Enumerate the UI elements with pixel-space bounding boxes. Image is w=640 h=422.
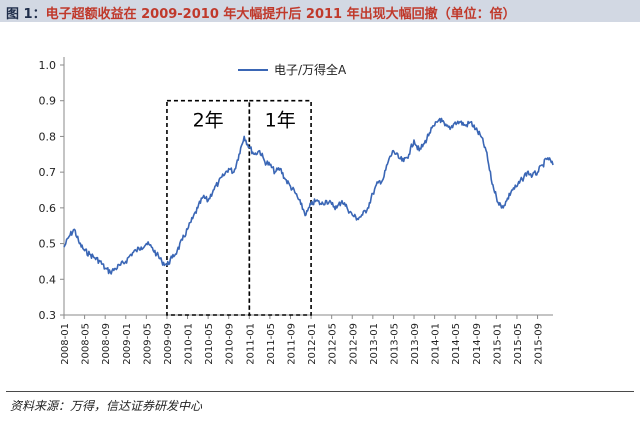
x-tick-label: 2008-01 <box>60 323 71 365</box>
y-tick-label: 0.8 <box>39 130 57 143</box>
x-tick-label: 2013-01 <box>369 323 380 365</box>
y-tick-label: 0.4 <box>39 273 57 286</box>
x-tick-label: 2014-01 <box>431 323 442 365</box>
x-tick-label: 2015-09 <box>534 323 545 365</box>
y-tick-label: 0.9 <box>39 95 57 108</box>
x-tick-label: 2009-09 <box>163 323 174 365</box>
x-tick-label: 2011-01 <box>245 323 256 365</box>
x-tick-label: 2008-05 <box>81 323 92 365</box>
y-tick-label: 0.7 <box>39 166 57 179</box>
annotation-box-2 <box>248 99 312 316</box>
x-tick-label: 2015-05 <box>513 323 524 365</box>
annotation-box-1 <box>166 99 251 316</box>
legend-label: 电子/万得全A <box>274 62 347 77</box>
x-tick-label: 2012-05 <box>328 323 339 365</box>
figure-title-text: 电子超额收益在 2009-2010 年大幅提升后 2011 年出现大幅回撤（单位… <box>45 7 516 22</box>
annotation-label-2: 1年 <box>265 110 296 132</box>
series-line <box>63 117 554 275</box>
x-tick-label: 2012-09 <box>348 323 359 365</box>
x-tick-label: 2012-01 <box>307 323 318 365</box>
figure-number: 图 1： <box>6 7 46 22</box>
source-note: 资料来源：万得，信达证券研发中心 <box>10 399 203 413</box>
x-tick-label: 2013-05 <box>389 323 400 365</box>
annotation-label-1: 2年 <box>193 110 224 132</box>
x-tick-label: 2015-01 <box>492 323 503 365</box>
x-tick-label: 2011-09 <box>286 323 297 365</box>
x-tick-label: 2014-09 <box>472 323 483 365</box>
x-tick-label: 2008-09 <box>101 323 112 365</box>
x-tick-label: 2011-05 <box>266 323 277 365</box>
x-tick-label: 2010-05 <box>204 323 215 365</box>
x-tick-label: 2010-09 <box>225 323 236 365</box>
x-tick-label: 2009-01 <box>122 323 133 365</box>
x-tick-label: 2014-05 <box>451 323 462 365</box>
figure-title: 图 1：电子超额收益在 2009-2010 年大幅提升后 2011 年出现大幅回… <box>6 3 516 22</box>
y-tick-label: 1.0 <box>39 59 57 72</box>
x-tick-label: 2010-01 <box>184 323 195 365</box>
source-divider <box>6 391 634 392</box>
y-tick-label: 0.6 <box>39 202 57 215</box>
x-tick-label: 2013-09 <box>410 323 421 365</box>
x-tick-label: 2009-05 <box>142 323 153 365</box>
y-tick-label: 0.3 <box>39 309 57 322</box>
title-bar <box>0 0 640 22</box>
y-tick-label: 0.5 <box>39 238 57 251</box>
